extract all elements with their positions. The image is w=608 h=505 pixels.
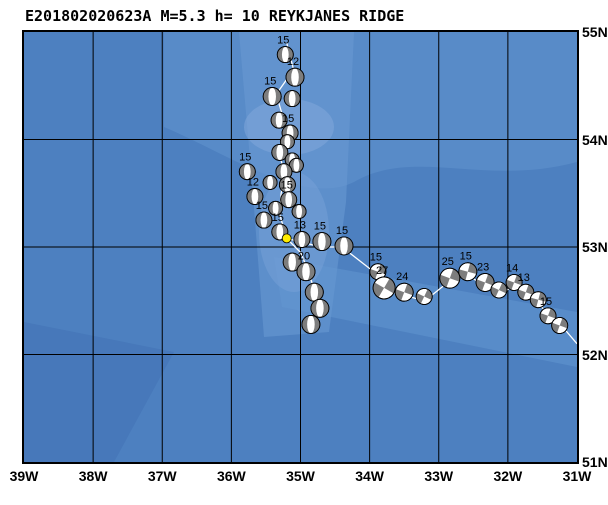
lon-tick-label: 37W (147, 468, 177, 484)
focal-mechanism-beachball: 25 (439, 256, 461, 289)
event-depth-label: 15 (282, 113, 294, 125)
focal-mechanism-beachball (270, 111, 288, 129)
lon-tick-label: 35W (286, 468, 315, 484)
focal-mechanism-beachball: 15 (238, 152, 256, 181)
focal-mechanism-beachball: 20 (296, 251, 316, 282)
lon-tick-label: 33W (424, 468, 454, 484)
lon-tick-label: 39W (9, 468, 39, 484)
focal-mechanism-beachball (415, 288, 433, 305)
focal-mechanism-beachball (301, 314, 321, 334)
event-depth-label: 15 (370, 252, 382, 264)
focal-mechanism-beachball: 13 (293, 220, 311, 248)
event-depth-label: 27 (376, 265, 388, 277)
event-depth-label: 12 (287, 56, 299, 68)
event-depth-label: 14 (506, 263, 518, 275)
focal-mechanism-beachball: 15 (369, 252, 387, 281)
event-depth-label: 13 (518, 272, 530, 284)
focal-mechanism-beachball: 24 (394, 271, 414, 302)
event-depth-label: 15 (272, 212, 284, 224)
event-depth-label: 15 (281, 180, 293, 192)
bathymetry-patch (164, 32, 577, 189)
focal-mechanism-beachball: 15 (255, 200, 273, 229)
focal-mechanism-beachball: 15 (262, 76, 282, 106)
event-depth-label: 23 (477, 262, 489, 274)
focal-mechanism-beachball (529, 291, 547, 309)
focal-mechanism-beachball (283, 90, 301, 108)
event-depth-label: 25 (442, 256, 454, 268)
focal-mechanism-beachball (262, 175, 278, 190)
event-depth-label: 13 (294, 220, 306, 232)
focal-mechanism-beachball: 14 (505, 263, 523, 291)
focal-mechanism-beachball: 15 (280, 180, 298, 209)
lon-tick-label: 38W (78, 468, 108, 484)
focal-mechanism-beachball (291, 204, 307, 219)
event-depth-label: 24 (396, 271, 408, 283)
focal-mechanism-beachball: 12 (246, 177, 264, 205)
focal-mechanism-beachball: 15 (539, 296, 557, 325)
map-area: 15 12 15 15 15 12 15 15 15 13 15 15 20 15 27 24 25 15 23 14… (22, 30, 579, 464)
focal-mechanism-beachball (551, 317, 569, 334)
event-depth-label: 15 (239, 152, 251, 164)
focal-mechanism-beachball: 23 (475, 262, 495, 292)
focal-mechanism-beachball: 12 (285, 56, 305, 87)
focal-mechanism-beachball: 15 (312, 221, 332, 252)
focal-mechanism-beachball: 27 (372, 265, 396, 300)
focal-mechanism-beachball: 15 (276, 35, 294, 64)
event-depth-label: 20 (298, 251, 310, 263)
bathymetry-patch (24, 322, 174, 462)
event-depth-label: 15 (460, 251, 472, 263)
highlight-event-dot (281, 233, 292, 244)
event-depth-label: 15 (256, 200, 268, 212)
lon-tick-label: 34W (355, 468, 385, 484)
event-depth-label: 15 (540, 296, 552, 308)
focal-mechanism-beachball (310, 298, 330, 318)
lat-tick-label: 55N (582, 24, 608, 40)
focal-mechanism-beachball: 15 (458, 251, 478, 282)
lon-tick-label: 32W (493, 468, 523, 484)
lat-tick-label: 54N (582, 131, 608, 148)
lon-tick-label: 31W (562, 468, 592, 484)
focal-mechanism-beachball (490, 281, 508, 299)
event-depth-label: 15 (314, 221, 326, 233)
lat-tick-label: 51N (582, 454, 608, 470)
event-depth-label: 15 (264, 76, 276, 88)
focal-mechanism-beachball: 13 (517, 272, 535, 301)
figure-title: E201802020623A M=5.3 h= 10 REYKJANES RID… (25, 7, 405, 25)
event-depth-label: 12 (247, 177, 259, 189)
event-depth-label: 15 (277, 35, 289, 47)
event-depth-label: 15 (336, 225, 348, 237)
lon-tick-label: 36W (216, 468, 246, 484)
lat-tick-label: 53N (582, 239, 608, 255)
focal-mechanism-beachball: 15 (334, 225, 354, 256)
focal-mechanism-beachball (271, 143, 289, 161)
lat-tick-label: 52N (582, 346, 608, 363)
bathymetry-patch (274, 257, 577, 367)
focal-mechanism-beachball (268, 200, 284, 216)
focal-mechanism-beachball (304, 282, 324, 302)
